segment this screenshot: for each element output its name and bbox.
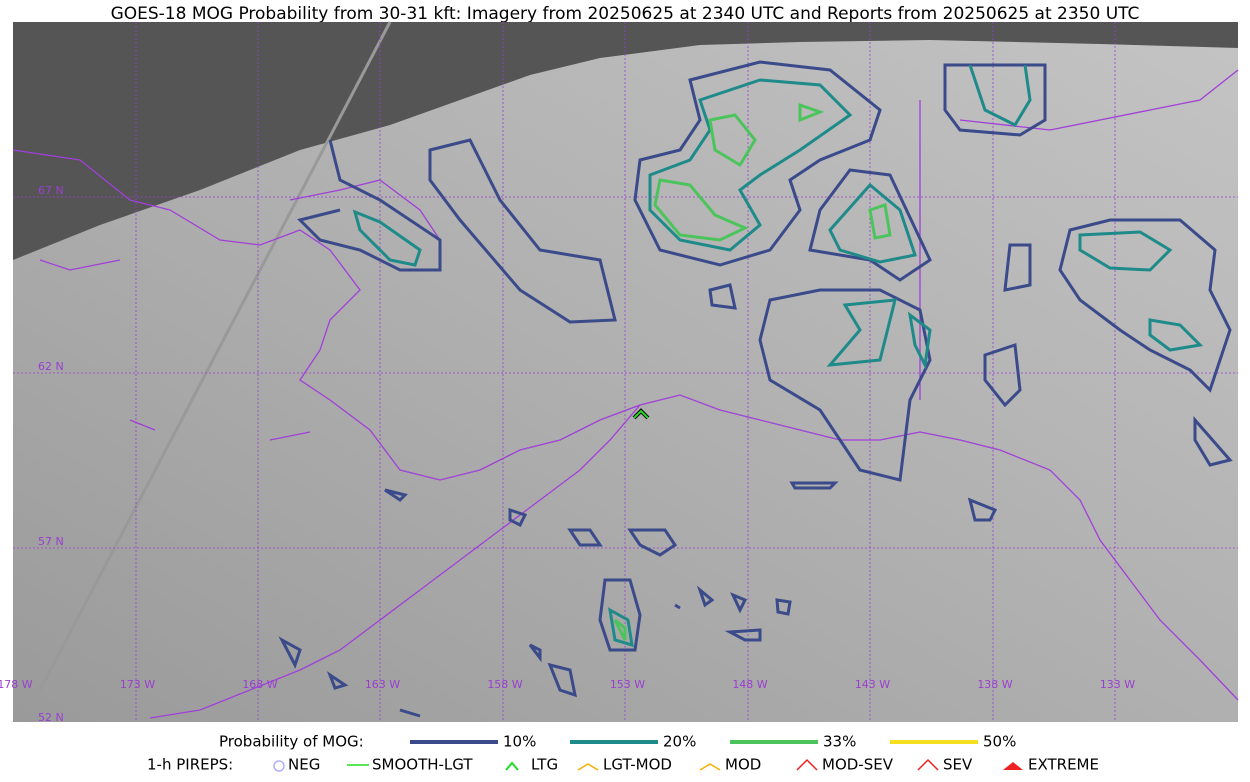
pirep-icon: [273, 760, 285, 772]
longitude-label: 163 W: [365, 678, 400, 691]
longitude-label: 143 W: [855, 678, 890, 691]
mog-legend-label: 20%: [663, 733, 696, 751]
grid-lines: [13, 22, 1238, 722]
pirep-icon: [577, 763, 599, 771]
pirep-legend-label: LGT-MOD: [603, 756, 672, 774]
pirep-icon: [505, 761, 519, 771]
longitude-label: 153 W: [610, 678, 645, 691]
pirep-icon: [699, 763, 721, 771]
longitude-label: 148 W: [732, 678, 767, 691]
mog-legend-label: 10%: [503, 733, 536, 751]
longitude-label: 168 W: [242, 678, 277, 691]
axis-labels: 67 N 62 N 57 N 52 N 178 W 173 W 168 W 163 W 158 …: [0, 184, 1135, 724]
mog-legend-label: 50%: [983, 733, 1016, 751]
latitude-label: 62 N: [38, 360, 64, 373]
longitude-label: 173 W: [120, 678, 155, 691]
title: GOES-18 MOG Probability from 30-31 kft: …: [111, 4, 1140, 24]
latitude-label: 52 N: [38, 711, 64, 724]
pirep-legend-label: SEV: [943, 756, 973, 774]
legend: Probability of MOG: 10% 20% 33% 50% 1-h PIREP…: [147, 733, 1099, 774]
pirep-legend-label: MOD-SEV: [822, 756, 894, 774]
longitude-label: 133 W: [1100, 678, 1135, 691]
pirep-legend-label: SMOOTH-LGT: [372, 756, 473, 774]
pirep-icon: [917, 758, 939, 771]
pirep-legend-label: EXTREME: [1028, 756, 1099, 774]
mog-contours: [278, 60, 1233, 718]
longitude-label: 158 W: [487, 678, 522, 691]
pirep-legend-label: MOD: [725, 756, 761, 774]
mog-legend-label: 33%: [823, 733, 856, 751]
swath-edge: [38, 21, 392, 691]
pirep-legend-label: NEG: [288, 756, 320, 774]
longitude-label: 178 W: [0, 678, 33, 691]
pirep-ltg-marker-fill: [633, 409, 649, 419]
pirep-legend-label: LTG: [531, 756, 558, 774]
mog-legend-title: Probability of MOG:: [219, 733, 364, 751]
pirep-icon: [796, 758, 818, 771]
pirep-legend-title: 1-h PIREPS:: [147, 756, 233, 774]
longitude-label: 138 W: [977, 678, 1012, 691]
pirep-icon: [1003, 762, 1023, 770]
no-data-region: [13, 22, 1238, 260]
latitude-label: 67 N: [38, 184, 64, 197]
latitude-label: 57 N: [38, 535, 64, 548]
